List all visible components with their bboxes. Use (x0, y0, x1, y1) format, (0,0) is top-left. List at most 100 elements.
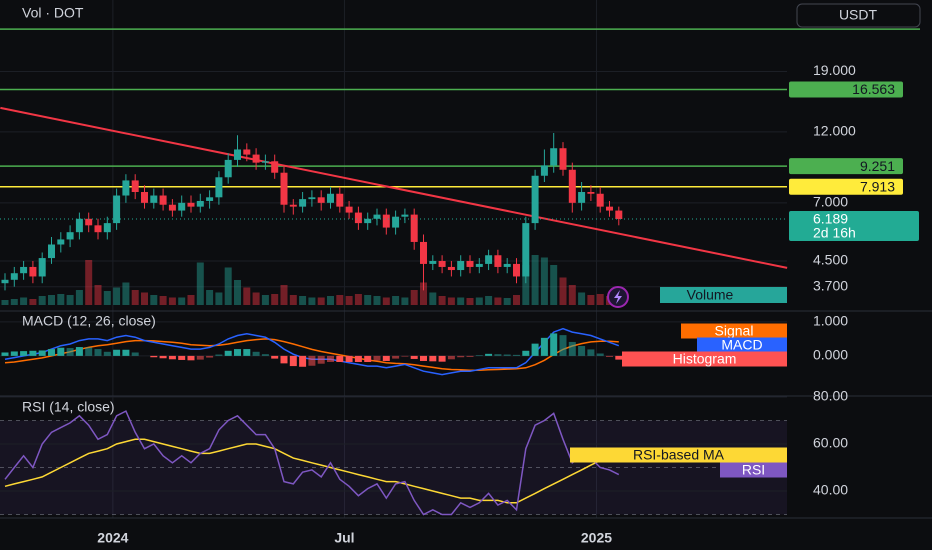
volume-bar (503, 298, 511, 305)
histogram-bar (196, 355, 204, 360)
candle-body (373, 214, 381, 219)
candle-body (234, 149, 241, 160)
volume-bar (141, 292, 148, 305)
y-tick-label: 1.000 (813, 313, 848, 329)
histogram-bar (503, 354, 511, 356)
candle-body (410, 214, 418, 242)
candle-body (587, 192, 595, 194)
candle-body (531, 175, 539, 224)
volume-bar (150, 295, 158, 305)
candle-body (475, 263, 483, 267)
candle-body (10, 273, 18, 280)
volume-bar (10, 299, 18, 305)
histogram-bar (392, 355, 400, 359)
volume-bar (317, 297, 325, 305)
y-tick-label: 40.00 (813, 482, 848, 498)
volume-bar (336, 295, 344, 305)
volume-bar (85, 260, 93, 305)
histogram-bar (513, 354, 520, 356)
candle-body (606, 206, 613, 211)
candle-body (252, 154, 260, 163)
volume-bar (568, 285, 576, 305)
histogram-bar (317, 355, 325, 364)
histogram-bar (280, 355, 288, 364)
x-tick-label: 2025 (581, 530, 612, 546)
candle-body (168, 204, 176, 211)
histogram-bar (159, 355, 167, 359)
histogram-bar (29, 350, 37, 356)
volume-bar (168, 297, 176, 305)
volume-bar (485, 296, 493, 305)
rsi-line (4, 410, 620, 516)
candle-body (494, 255, 502, 267)
legend-label-box (622, 351, 787, 367)
candle-body (187, 202, 195, 207)
level-label-box (789, 178, 903, 195)
histogram-bar (271, 355, 279, 359)
volume-bar (364, 295, 372, 305)
histogram-bar (364, 355, 372, 363)
candle-body (550, 148, 558, 166)
last-price-box (789, 211, 919, 242)
candle-body (401, 214, 409, 217)
volume-bar (438, 296, 446, 305)
legend-label-box (570, 447, 787, 463)
volume-bar (224, 267, 232, 305)
volume-bar (513, 295, 520, 305)
volume-bar (94, 285, 102, 305)
volume-bar (38, 296, 46, 305)
volume-bar (234, 280, 241, 305)
volume-bar (327, 296, 334, 305)
candle-body (113, 195, 121, 224)
histogram-bar (540, 337, 548, 356)
legend-label-box (681, 323, 787, 339)
volume-bar (392, 296, 400, 305)
legend-label: RSI (742, 462, 765, 478)
level-label-box (789, 158, 903, 175)
histogram-bar (550, 333, 558, 356)
rsi-line (4, 438, 619, 504)
histogram-bar (345, 355, 353, 363)
candle-body (364, 218, 372, 224)
candle-body (85, 218, 93, 226)
histogram-bar (103, 351, 111, 356)
candle-body (178, 202, 186, 211)
pane-title: RSI (14, close) (22, 399, 115, 415)
candle-body (299, 199, 307, 207)
candle-body (48, 244, 55, 259)
y-tick-label: 3.700 (813, 277, 848, 293)
currency[interactable]: USDT (839, 7, 878, 23)
volume-bar (66, 295, 74, 305)
volume-bar (29, 299, 37, 305)
volume-bar (410, 290, 418, 305)
candle-body (392, 216, 400, 228)
candle-body (540, 165, 548, 176)
volume-bar (271, 294, 279, 305)
histogram-bar (150, 355, 158, 358)
candle-body (131, 180, 139, 193)
candle-body (196, 200, 204, 207)
currency-button[interactable] (796, 3, 921, 28)
level-label: 9.251 (860, 158, 895, 174)
histogram-bar (38, 350, 46, 356)
volume-bar (187, 295, 195, 305)
y-tick-label: 7.000 (813, 194, 848, 210)
histogram-bar (66, 348, 74, 356)
level-label: 16.563 (852, 81, 895, 97)
candle-body (38, 258, 46, 277)
histogram-bar (531, 343, 539, 356)
y-tick-label: 60.00 (813, 435, 848, 451)
volume-legend: Volume (687, 287, 734, 303)
histogram-bar (243, 349, 251, 356)
volume-bar (578, 292, 586, 305)
y-tick-label: 4.500 (813, 252, 848, 268)
volume-bar (122, 282, 130, 305)
volume-bar (540, 257, 548, 305)
candle-body (280, 172, 288, 205)
candle-body (503, 263, 511, 267)
candle-body (224, 159, 232, 178)
volume-bar (215, 292, 223, 305)
candle-body (596, 193, 604, 207)
volume-bar (48, 295, 55, 305)
legend-label-box (697, 337, 787, 353)
